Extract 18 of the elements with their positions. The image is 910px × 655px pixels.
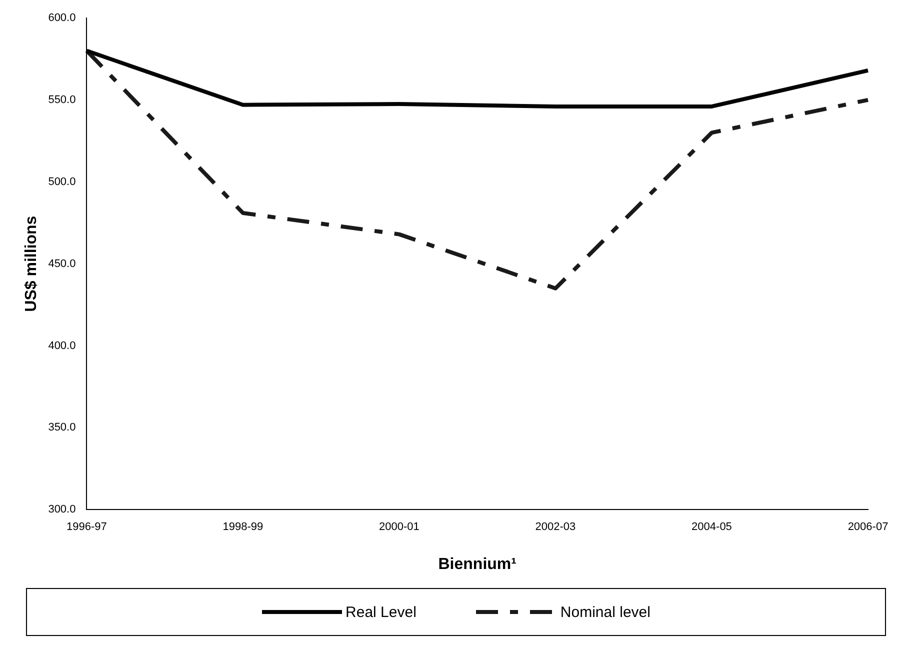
legend-label: Nominal level <box>560 604 650 620</box>
x-tick-label: 2004-05 <box>692 521 732 534</box>
x-tick-label: 2002-03 <box>535 521 576 534</box>
y-tick-label: 350.0 <box>48 422 76 434</box>
y-tick-label: 600.0 <box>48 12 76 24</box>
y-tick-label: 550.0 <box>48 94 76 106</box>
x-tick-label: 2000-01 <box>379 521 420 534</box>
x-axis-title: Biennium¹ <box>438 556 516 573</box>
y-axis-title: US$ millions <box>23 216 40 312</box>
x-tick-label: 2006-07 <box>848 521 888 534</box>
y-tick-label: 500.0 <box>48 176 76 188</box>
line-series <box>84 48 870 290</box>
x-tick-label: 1998-99 <box>222 521 264 534</box>
y-tick-label: 400.0 <box>48 340 76 352</box>
legend-label: Real Level <box>346 604 416 620</box>
y-tick-label: 300.0 <box>48 504 76 516</box>
y-tick-label: 450.0 <box>48 258 76 270</box>
x-tick-label: 1996-97 <box>66 521 107 534</box>
